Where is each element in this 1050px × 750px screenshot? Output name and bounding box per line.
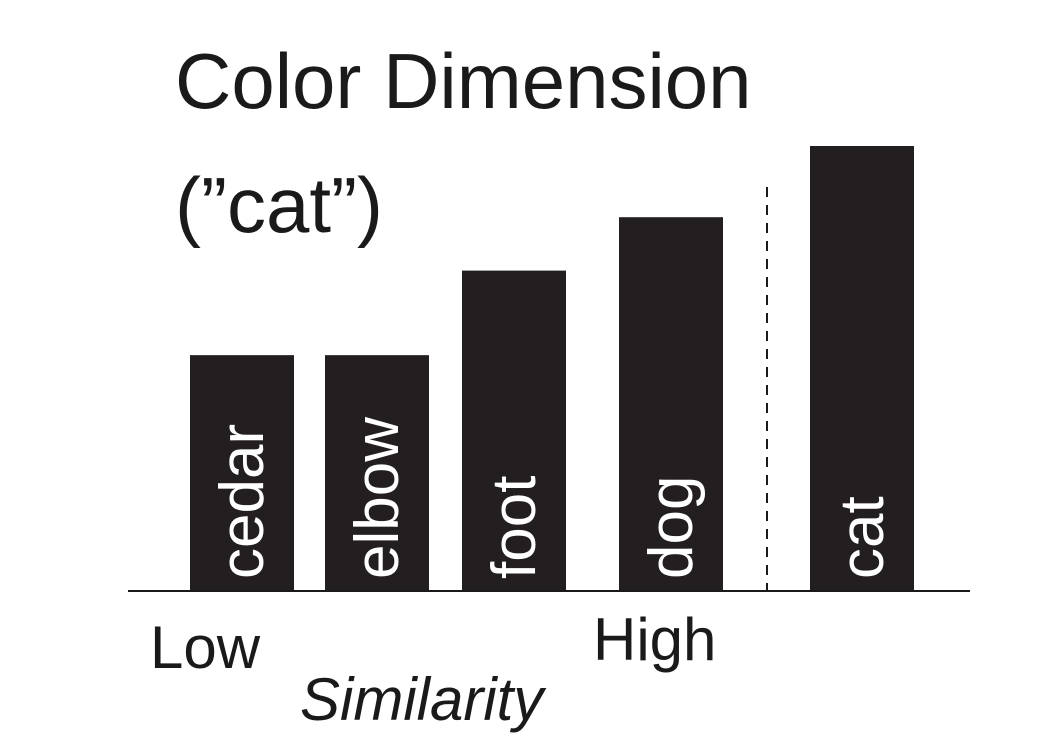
bar-elbow [325,355,429,591]
x-axis-title: Similarity [300,666,547,733]
bar-label-foot: foot [480,476,549,579]
bar-cedar [190,355,294,591]
bar-label-cat: cat [828,496,897,579]
x-axis-low-label: Low [150,614,261,681]
bar-dog [619,217,723,591]
bar-label-cedar: cedar [208,424,277,579]
x-axis-high-label: High [593,606,716,673]
bar-label-elbow: elbow [343,417,412,579]
bars-group: cedar elbow foot dog cat [190,146,914,591]
bar-label-dog: dog [637,476,706,579]
bar-foot [462,270,566,591]
bar-cat [810,146,914,591]
chart-subtitle: (”cat”) [175,161,383,249]
chart-title: Color Dimension [175,37,752,125]
